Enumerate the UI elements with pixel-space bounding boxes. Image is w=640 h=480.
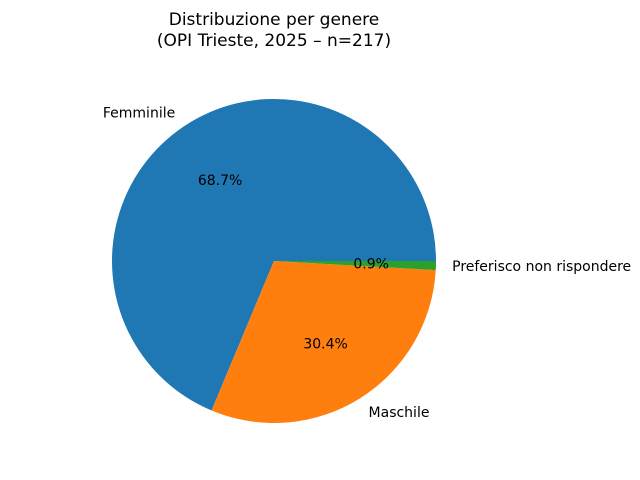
pie-slice-femminile [112,98,437,411]
chart-title-line-1: Distribuzione per genere [168,10,380,30]
pie-slice-label-femminile: Femminile [103,106,175,122]
pie-slice-preferisco-non-rispondere [274,261,436,271]
chart-title-line-2: (OPI Trieste, 2025 – n=217) [156,31,392,51]
pie-slice-label-preferisco-non-rispondere: Preferisco non rispondere [452,259,631,275]
pie-value-label-femminile: 68.7% [198,173,242,189]
chart-title: Distribuzione per genere (OPI Trieste, 2… [157,10,391,52]
pie-slice-label-maschile: Maschile [369,405,430,421]
pie-slice-maschile [211,261,436,423]
pie-value-label-maschile: 30.4% [303,336,347,352]
pie-value-label-preferisco-non-rispondere: 0.9% [353,257,389,273]
